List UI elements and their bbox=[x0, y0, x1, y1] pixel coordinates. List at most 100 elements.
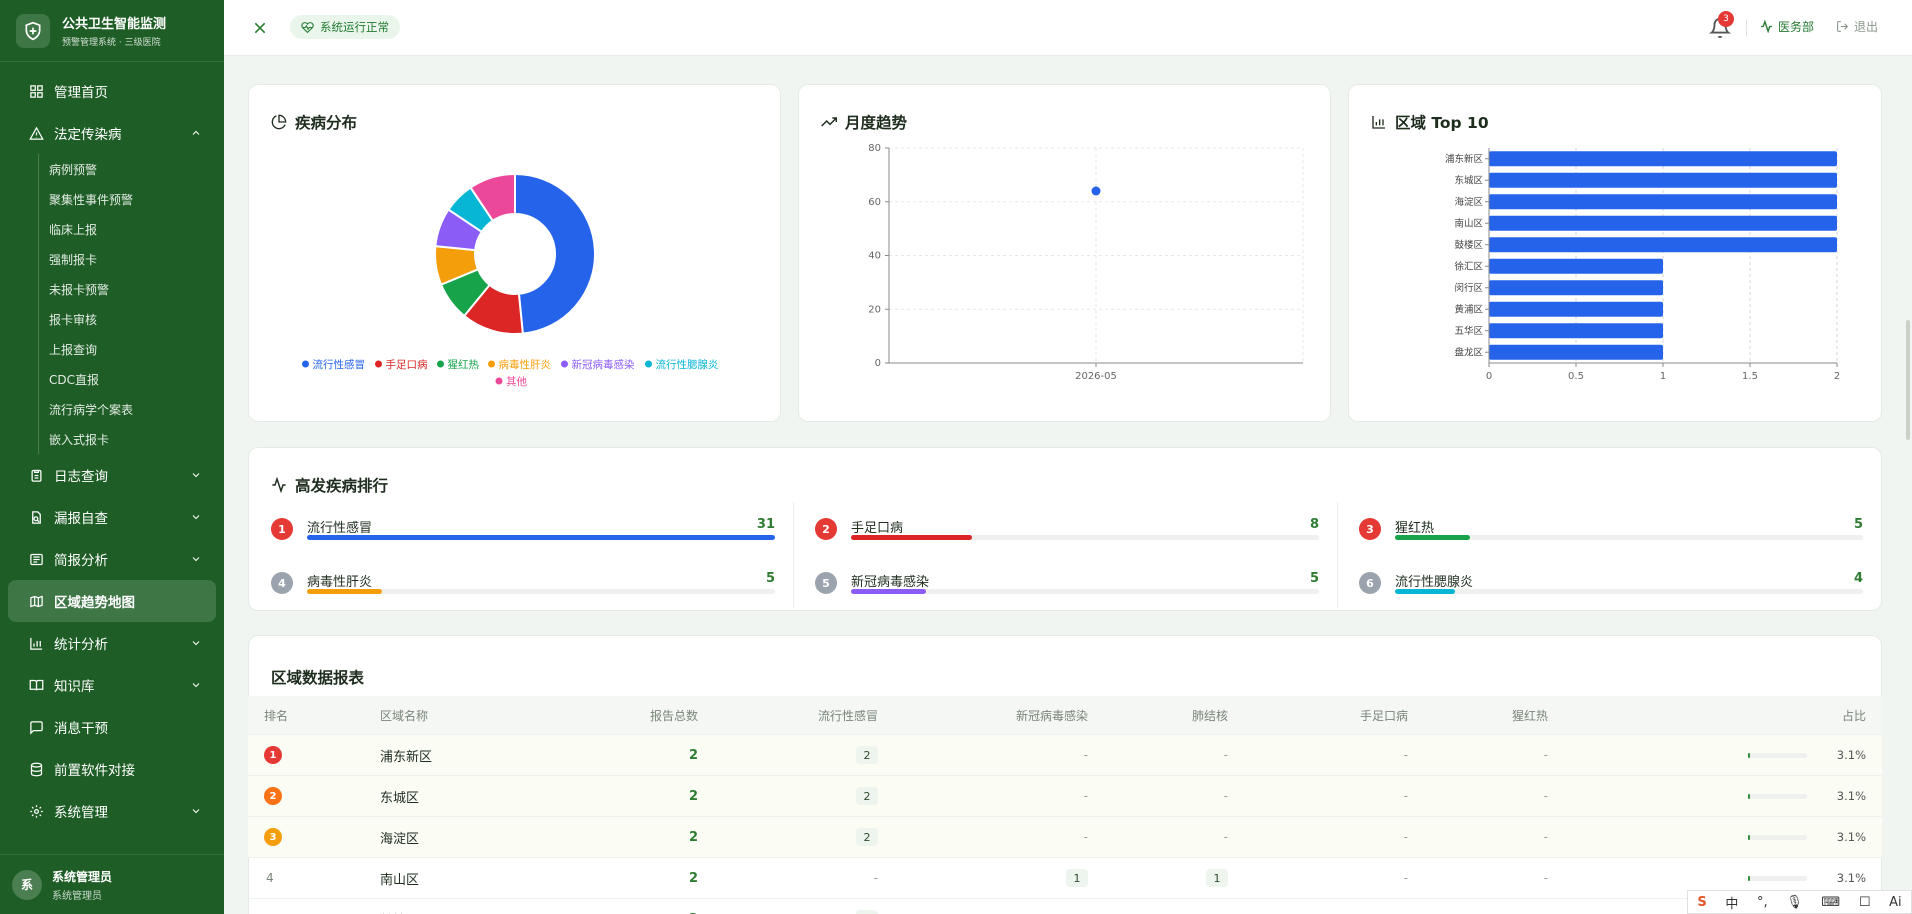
column-header[interactable]: 占比 bbox=[1841, 708, 1866, 723]
shirt-icon[interactable]: ☐ bbox=[1858, 894, 1871, 910]
logout-button[interactable]: 退出 bbox=[1836, 18, 1878, 35]
empty-value: - bbox=[1083, 748, 1088, 762]
disease-count: - bbox=[1148, 817, 1228, 857]
table-row[interactable]: 2 东城区 2 2 - - - - 3.1% bbox=[248, 775, 1882, 816]
nav-label: 知识库 bbox=[54, 679, 95, 695]
disease-count: - bbox=[1428, 899, 1548, 914]
submenu-item[interactable]: 流行病学个案表 bbox=[49, 402, 134, 417]
legend-dot bbox=[495, 377, 503, 385]
bar bbox=[1489, 194, 1837, 210]
microphone-icon[interactable]: 🎙︎ bbox=[1786, 894, 1803, 910]
submenu-item[interactable]: 报卡审核 bbox=[49, 312, 98, 327]
ranking-badge: 4 bbox=[271, 572, 293, 594]
submenu-item[interactable]: 上报查询 bbox=[49, 342, 98, 357]
user-profile[interactable]: 系 系统管理员 系统管理员 bbox=[0, 854, 224, 914]
ime-punct[interactable]: °, bbox=[1756, 894, 1768, 910]
column-header[interactable]: 区域名称 bbox=[380, 708, 429, 723]
keyboard-icon[interactable]: ⌨ bbox=[1821, 894, 1841, 910]
column-header[interactable]: 流行性感冒 bbox=[817, 708, 878, 723]
ranking-item: 4 病毒性肝炎 5 bbox=[271, 571, 779, 598]
nav-item-message[interactable]: 消息干预 bbox=[8, 706, 216, 748]
nav-item-selfcheck[interactable]: 漏报自查 bbox=[8, 496, 216, 538]
submenu-item[interactable]: CDC直报 bbox=[49, 372, 99, 387]
monthly-trend-title: 月度趋势 bbox=[845, 114, 908, 132]
nav-item-home[interactable]: 管理首页 bbox=[8, 70, 216, 112]
column-header[interactable]: 报告总数 bbox=[649, 708, 698, 723]
empty-value: - bbox=[1223, 789, 1228, 803]
ime-ai[interactable]: Ai bbox=[1889, 894, 1902, 910]
nav-item-frontend-software[interactable]: 前置软件对接 bbox=[8, 748, 216, 790]
legend-label: 其他 bbox=[506, 375, 527, 388]
legend-label: 病毒性肝炎 bbox=[499, 358, 552, 371]
rank-badge: 1 bbox=[264, 746, 282, 764]
scrollbar[interactable] bbox=[1906, 320, 1910, 440]
ranking-item: 5 新冠病毒感染 5 bbox=[815, 571, 1323, 598]
rank-cell: 5 bbox=[264, 899, 324, 914]
legend-label: 新冠病毒感染 bbox=[572, 358, 635, 371]
nav-item-knowledge[interactable]: 知识库 bbox=[8, 664, 216, 706]
table-row[interactable]: 3 海淀区 2 2 - - - - 3.1% bbox=[248, 816, 1882, 857]
nav-item-statistics[interactable]: 统计分析 bbox=[8, 622, 216, 664]
submenu-item[interactable]: 病例预警 bbox=[49, 162, 98, 177]
submenu-item[interactable]: 嵌入式报卡 bbox=[49, 432, 110, 447]
legend-dot bbox=[488, 360, 495, 368]
ime-logo-icon[interactable]: S bbox=[1697, 894, 1707, 910]
notification-badge: 3 bbox=[1718, 11, 1734, 27]
column-header[interactable]: 新冠病毒感染 bbox=[1015, 708, 1088, 723]
legend-label: 流行性腮腺炎 bbox=[656, 358, 719, 371]
submenu-item[interactable]: 未报卡预警 bbox=[49, 282, 110, 297]
department-link[interactable]: 医务部 bbox=[1760, 18, 1814, 35]
ranking-disease-name: 流行性感冒 bbox=[307, 521, 373, 536]
legend-dot bbox=[437, 360, 444, 368]
ranking-badge: 3 bbox=[1359, 518, 1381, 540]
rank-cell: 2 bbox=[264, 776, 324, 816]
pie-chart-icon bbox=[271, 114, 287, 130]
legend-label: 手足口病 bbox=[386, 358, 428, 371]
table-row[interactable]: 1 浦东新区 2 2 - - - - 3.1% bbox=[248, 734, 1882, 775]
trend-chart: 0 20 40 60 80 2026-05 bbox=[868, 143, 1304, 382]
y-tick-label: 黄浦区 bbox=[1454, 303, 1483, 315]
book-icon bbox=[28, 677, 44, 693]
legend-dot bbox=[645, 360, 652, 368]
table-row[interactable]: 4 南山区 2 - 1 1 - - 3.1% bbox=[248, 857, 1882, 898]
share-cell: 3.1% bbox=[1748, 776, 1866, 816]
submenu-item[interactable]: 临床上报 bbox=[49, 222, 98, 237]
activity-icon bbox=[1761, 20, 1772, 33]
column-header[interactable]: 肺结核 bbox=[1191, 708, 1228, 723]
pie-slice bbox=[469, 172, 516, 223]
count-chip: 2 bbox=[856, 787, 878, 805]
count-chip: 1 bbox=[856, 910, 878, 914]
x-tick-label: 2 bbox=[1834, 371, 1840, 382]
column-header[interactable]: 排名 bbox=[264, 708, 289, 723]
y-tick-label: 东城区 bbox=[1454, 174, 1483, 186]
empty-value: - bbox=[1223, 830, 1228, 844]
rank-cell: 4 bbox=[266, 871, 274, 885]
submenu-item[interactable]: 聚集性事件预警 bbox=[49, 192, 134, 207]
column-header[interactable]: 手足口病 bbox=[1359, 708, 1408, 723]
nav-label: 简报分析 bbox=[54, 553, 108, 569]
empty-value: - bbox=[1543, 871, 1548, 885]
submenu-item[interactable]: 强制报卡 bbox=[49, 252, 98, 267]
region-report-table: 排名 区域名称 报告总数 流行性感冒 新冠病毒感染 肺结核 手足口病 猩红热 占比 1 浦东新区 2 2… bbox=[248, 696, 1882, 914]
disease-count: - bbox=[1278, 858, 1408, 898]
y-tick-label: 海淀区 bbox=[1454, 196, 1483, 208]
ranking-progress-fill bbox=[307, 535, 775, 540]
nav-item-region-map[interactable]: 区域趋势地图 bbox=[8, 580, 216, 622]
nav-item-briefing[interactable]: 简报分析 bbox=[8, 538, 216, 580]
x-tick-label: 2026-05 bbox=[1075, 371, 1117, 382]
disease-count: - bbox=[1278, 817, 1408, 857]
column-header[interactable]: 猩红热 bbox=[1511, 708, 1548, 723]
nav-item-infectious[interactable]: 法定传染病 bbox=[8, 112, 216, 154]
ranking-count: 8 bbox=[1309, 517, 1319, 532]
nav-item-logs[interactable]: 日志查询 bbox=[8, 454, 216, 496]
close-icon[interactable] bbox=[252, 20, 268, 36]
nav-label: 区域趋势地图 bbox=[54, 595, 135, 611]
x-tick-label: 0 bbox=[1486, 371, 1492, 382]
bar bbox=[1489, 301, 1663, 317]
table-row[interactable]: 5鼓楼区21----3.1% bbox=[248, 898, 1882, 914]
sidebar: 公共卫生智能监测 预警管理系统 · 三级医院 管理首页 法定传染病 病例预警 聚… bbox=[0, 0, 224, 914]
ime-mode[interactable]: 中 bbox=[1725, 896, 1739, 912]
logout-icon bbox=[1837, 21, 1849, 32]
nav-item-system[interactable]: 系统管理 bbox=[8, 790, 216, 832]
